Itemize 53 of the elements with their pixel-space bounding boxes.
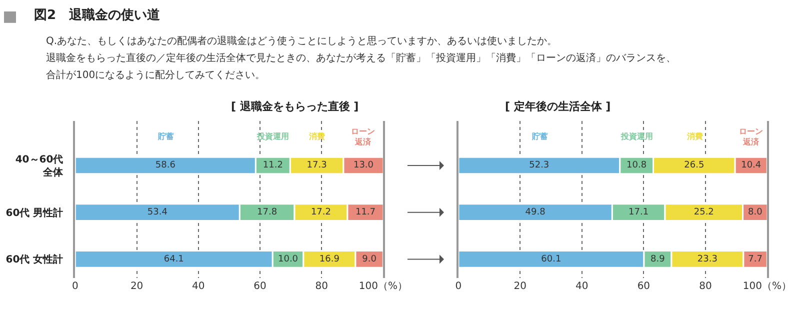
data-label: 10.8	[626, 160, 647, 171]
data-label: 17.3	[306, 160, 327, 171]
x-tick-label: 20	[514, 280, 527, 292]
data-label: 25.2	[694, 208, 714, 218]
text: 貯蓄	[531, 132, 548, 141]
text: 消費	[308, 132, 325, 141]
data-label: 58.6	[155, 160, 176, 171]
x-tick-label: 80	[315, 280, 328, 292]
text: 退職金をもらった直後の／定年後の生活全体で見たときの、あなたが考える「貯蓄」「投資運用」「消費」「ローンの返済」のバランスを、	[46, 52, 676, 64]
x-tick-label: 20	[130, 280, 144, 292]
data-label: 23.3	[697, 254, 718, 264]
data-label: 10.4	[741, 160, 762, 171]
data-label: 8.9	[650, 254, 666, 264]
data-label: 53.4	[147, 208, 168, 218]
data-label: 9.0	[362, 254, 377, 264]
data-label: 64.1	[164, 254, 184, 264]
x-tick-label: 80	[699, 280, 712, 292]
text: 貯蓄	[157, 132, 174, 141]
data-label: 7.7	[748, 254, 762, 264]
data-label: 17.8	[257, 208, 278, 218]
data-label: 52.3	[529, 160, 550, 171]
data-label: 26.5	[684, 160, 704, 171]
data-label: 10.0	[278, 254, 298, 264]
data-label: 11.2	[262, 160, 283, 171]
x-tick-label: 40	[576, 280, 588, 292]
data-label: 8.0	[748, 208, 763, 218]
y-tick-label: 60代 男性計	[6, 206, 64, 219]
x-tick-label: 60	[637, 280, 650, 292]
x-tick-label: 0	[72, 280, 78, 292]
data-label: 17.2	[310, 208, 332, 218]
x-tick-label: 100（%）	[358, 280, 408, 292]
caption: 図2 退職金の使い道	[34, 7, 162, 23]
x-tick-label: 100（%）	[742, 280, 792, 292]
y-tick-label: 60代 女性計	[6, 254, 64, 266]
series-label: ローン返済	[351, 127, 375, 146]
x-tick-label: 60	[254, 280, 266, 292]
data-label: 11.7	[355, 208, 376, 218]
chart-title: [ 定年後の生活全体 ]	[505, 100, 611, 113]
data-label: 60.1	[541, 254, 562, 264]
y-tick-label: 40～60代全体	[15, 154, 64, 178]
data-label: 16.9	[319, 254, 340, 264]
data-label: 17.1	[628, 208, 649, 218]
x-tick-label: 0	[455, 280, 462, 292]
chart-title: [ 退職金をもらった直後 ]	[231, 100, 359, 113]
data-label: 13.0	[353, 160, 374, 171]
x-tick-label: 40	[192, 280, 205, 292]
series-label: ローン返済	[739, 127, 763, 146]
text: 合計が100になるように配分してみてください。	[46, 69, 266, 81]
text: Q.あなた、もしくはあなたの配偶者の退職金はどう使うことにしようと思っていますか、あるいは使いましたか。	[46, 35, 558, 47]
text: 消費	[686, 132, 703, 141]
text: 投資運用	[256, 132, 289, 141]
data-label: 49.8	[525, 208, 546, 218]
text: 投資運用	[620, 132, 653, 141]
